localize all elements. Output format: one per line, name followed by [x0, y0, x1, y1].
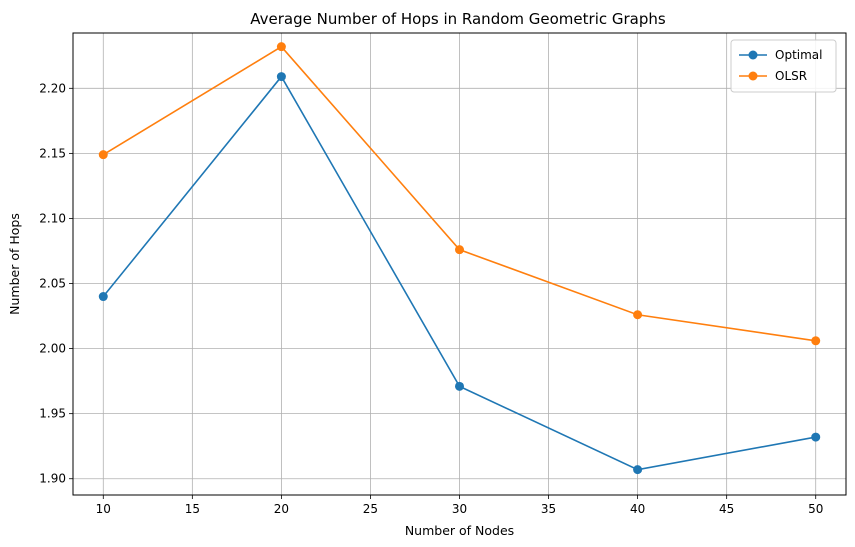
x-tick-label: 10: [96, 502, 111, 516]
x-tick-label: 30: [452, 502, 467, 516]
data-point: [811, 336, 821, 346]
data-point: [455, 245, 464, 255]
y-tick-label: 1.95: [39, 407, 66, 421]
x-tick-label: 45: [719, 502, 734, 516]
y-tick-label: 2.00: [39, 342, 66, 356]
legend-marker: [748, 50, 758, 60]
data-point: [633, 310, 643, 320]
x-axis-label: Number of Nodes: [405, 523, 514, 538]
x-tick-label: 50: [808, 502, 823, 516]
y-tick-label: 2.05: [39, 277, 66, 291]
data-point: [98, 292, 108, 302]
data-point: [633, 465, 643, 475]
y-axis-label: Number of Hops: [7, 213, 22, 315]
x-tick-label: 15: [185, 502, 200, 516]
legend-label: OLSR: [775, 69, 807, 83]
grid: [73, 33, 846, 495]
legend: Optimal OLSR: [730, 39, 837, 93]
chart-title: Average Number of Hops in Random Geometr…: [250, 10, 666, 28]
data-point: [455, 381, 464, 391]
y-axis-ticks: 1.90 1.95 2.00 2.05 2.10 2.15 2.20: [39, 81, 73, 486]
series-olsr: [98, 42, 821, 346]
x-tick-label: 35: [541, 502, 556, 516]
y-tick-label: 2.15: [39, 146, 66, 160]
x-axis-ticks: 10 15 20 25 30 35 40 45 50: [96, 495, 823, 516]
y-tick-label: 2.20: [39, 81, 66, 95]
legend-box: [730, 39, 837, 93]
y-tick-label: 1.90: [39, 472, 66, 486]
x-tick-label: 40: [630, 502, 645, 516]
data-point: [811, 432, 821, 442]
data-point: [276, 72, 286, 82]
series-optimal: [98, 72, 821, 475]
y-tick-label: 2.10: [39, 211, 66, 225]
x-tick-label: 20: [274, 502, 289, 516]
data-point: [98, 150, 108, 160]
legend-item: OLSR: [739, 69, 807, 83]
series-layer: [98, 42, 821, 475]
legend-marker: [748, 71, 758, 81]
data-point: [276, 42, 286, 52]
legend-label: Optimal: [775, 48, 822, 62]
legend-item: Optimal: [739, 48, 822, 62]
x-tick-label: 25: [363, 502, 378, 516]
